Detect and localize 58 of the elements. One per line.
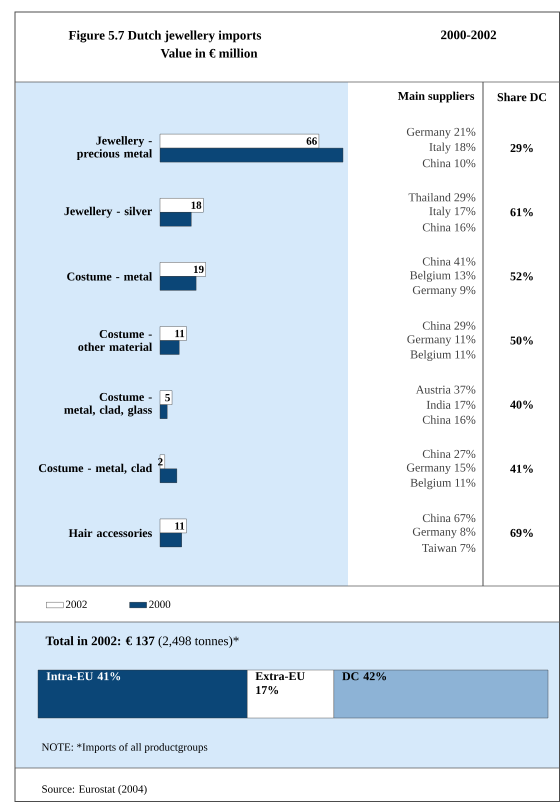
text: China 16% <box>422 222 476 232</box>
chart-title: Figure 5.7 Dutch jewellery imports <box>68 30 261 42</box>
series-label: Intra-EU <box>46 672 93 680</box>
data-label: 41% <box>97 672 120 680</box>
source-note: Source: Eurostat (2004) <box>42 785 146 795</box>
data-label: 2 <box>158 458 162 466</box>
y-tick-label: Costume - metal, clad, glass <box>64 392 152 416</box>
y-tick-label: Costume - other material <box>78 330 152 351</box>
text: Austria 37% <box>416 386 476 394</box>
text: India 17% <box>426 400 476 409</box>
y-tick-label: Jewellery - precious metal <box>76 136 152 160</box>
data-label: 66 <box>306 137 317 145</box>
text: Germany 21% <box>406 128 476 138</box>
legend-label: 2002 <box>66 600 87 608</box>
legend-label: 2000 <box>149 600 170 608</box>
y-tick-label: Costume - metal <box>66 272 152 281</box>
text: Main suppliers <box>398 92 474 102</box>
text: 29% <box>510 144 533 152</box>
text: 61% <box>510 208 533 216</box>
series-label: DC <box>342 672 358 680</box>
text: Thailand 29% <box>408 192 476 202</box>
text: 41% <box>510 464 533 473</box>
text: Germany 11% <box>407 335 476 346</box>
text: Belgium 11% <box>410 350 476 361</box>
text: Germany 9% <box>412 286 476 297</box>
series-label: Extra-EU <box>255 672 305 680</box>
chart-title: Total in 2002: € 137 (2,498 tonnes)* <box>46 636 238 648</box>
y-tick-label: Hair accessories <box>68 528 152 538</box>
data-label: 19 <box>194 266 204 274</box>
text: China 67% <box>422 514 476 522</box>
text: 50% <box>510 336 533 345</box>
text: Italy 18% <box>429 142 476 154</box>
text: Germany 8% <box>412 528 476 538</box>
data-label: 5 <box>165 394 170 402</box>
text: 52% <box>510 272 533 280</box>
text: 40% <box>510 400 533 409</box>
data-label: 42% <box>363 672 386 680</box>
text: Belgium 13% <box>410 270 476 282</box>
y-tick-label: Costume - metal, clad <box>38 464 152 474</box>
text: NOTE: *Imports of all productgroups <box>42 742 208 754</box>
text: China 10% <box>422 158 476 168</box>
text: Italy 17% <box>429 206 476 218</box>
data-label: 11 <box>175 330 184 338</box>
text: Germany 15% <box>406 464 476 474</box>
data-label: 11 <box>175 522 184 530</box>
text: Belgium 11% <box>410 478 476 490</box>
data-label: 17% <box>256 686 278 694</box>
text: China 29% <box>422 321 476 330</box>
text: China 27% <box>422 450 476 458</box>
text: Taiwan 7% <box>422 544 476 552</box>
chart-subtitle: Value in € million <box>160 48 258 58</box>
data-label: 18 <box>191 202 202 209</box>
text: China 41% <box>422 257 476 266</box>
text: Share DC <box>497 92 546 102</box>
text: China 16% <box>422 415 476 424</box>
text: 69% <box>510 528 533 537</box>
y-tick-label: Jewellery - silver <box>64 206 152 218</box>
text: 2000-2002 <box>440 30 496 40</box>
